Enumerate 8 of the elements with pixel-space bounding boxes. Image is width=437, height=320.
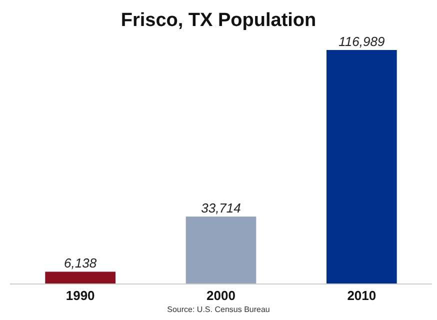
x-tick-label: 1990 xyxy=(66,288,95,303)
x-tick-label: 2010 xyxy=(347,288,376,303)
source-note: Source: U.S. Census Bureau xyxy=(167,305,270,314)
chart-title: Frisco, TX Population xyxy=(120,10,316,31)
data-label: 33,714 xyxy=(201,200,241,216)
data-label: 116,989 xyxy=(338,34,385,49)
data-label: 6,138 xyxy=(64,256,98,271)
x-tick-label: 2000 xyxy=(206,288,236,303)
